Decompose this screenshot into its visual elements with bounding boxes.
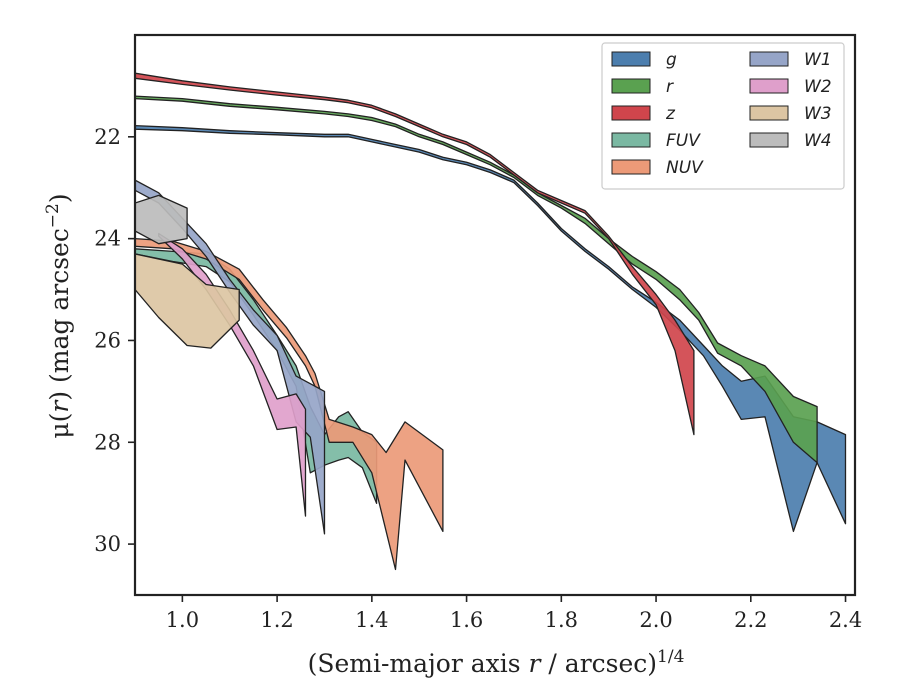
x-tick-label: 1.8 xyxy=(545,608,578,632)
x-axis-title-part-1: (Semi-major axis xyxy=(308,649,529,678)
y-axis-title-exponent: −2 xyxy=(43,203,63,228)
band-w1 xyxy=(135,179,326,535)
y-axis-title-variable: r xyxy=(45,399,74,413)
y-tick-label: 28 xyxy=(94,430,121,454)
band-w3 xyxy=(135,253,240,349)
y-tick-label: 24 xyxy=(94,227,121,251)
legend-label-g: g xyxy=(666,50,677,70)
legend-swatch-r xyxy=(611,78,651,94)
x-axis: 1.0 1.2 1.4 1.6 1.8 2.0 2.2 2.4 xyxy=(166,595,862,632)
y-axis-title-close: ) xyxy=(45,193,74,203)
x-tick-label: 1.6 xyxy=(450,608,483,632)
x-tick-label: 2.2 xyxy=(734,608,767,632)
profile-bands xyxy=(135,72,847,571)
y-tick-label: 26 xyxy=(94,328,121,352)
legend-swatch-w3 xyxy=(749,105,789,121)
plot-frame xyxy=(133,33,857,597)
legend-label-nuv: NUV xyxy=(666,158,704,178)
y-tick-label: 22 xyxy=(94,125,121,149)
band-r xyxy=(135,95,818,464)
x-tick-label: 1.2 xyxy=(260,608,293,632)
y-axis-title-symbol: μ( xyxy=(45,413,74,439)
x-axis-title-exponent: 1/4 xyxy=(657,647,684,667)
legend-swatch-g xyxy=(611,51,651,67)
x-axis-title-variable: r xyxy=(529,649,543,678)
legend-swatch-z xyxy=(611,105,651,121)
y-axis-title: μ(r) (mag arcsec−2) xyxy=(43,193,74,438)
x-axis-title-part-2: / arcsec) xyxy=(540,649,657,678)
x-tick-label: 1.0 xyxy=(166,608,199,632)
band-w4 xyxy=(135,194,188,245)
legend-swatch-w2 xyxy=(749,78,789,94)
legend-swatch-fuv xyxy=(611,132,651,148)
y-tick-label: 30 xyxy=(94,532,121,556)
legend: grz FUV NUV W1 W2 W3 W4 xyxy=(601,42,845,190)
x-tick-label: 1.4 xyxy=(355,608,388,632)
legend-label-w4: W4 xyxy=(804,131,832,151)
legend-label-z: z xyxy=(665,104,676,124)
legend-swatch-w4 xyxy=(749,132,789,148)
band-z xyxy=(135,72,695,436)
x-tick-label: 2.4 xyxy=(829,608,862,632)
legend-label-fuv: FUV xyxy=(666,131,701,151)
x-tick-label: 2.0 xyxy=(639,608,672,632)
legend-swatch-nuv xyxy=(611,159,651,175)
x-axis-title: (Semi-major axis r / arcsec)1/4 xyxy=(308,647,685,678)
legend-swatch-w1 xyxy=(749,51,789,67)
legend-label-w1: W1 xyxy=(804,50,832,70)
legend-label-w3: W3 xyxy=(804,104,832,124)
legend-label-r: r xyxy=(666,77,674,97)
y-axis: 22 24 26 28 30 xyxy=(94,125,135,556)
legend-label-w2: W2 xyxy=(804,77,832,97)
band-nuv xyxy=(135,237,444,571)
band-g xyxy=(135,124,847,533)
y-axis-title-units: ) (mag arcsec xyxy=(45,228,74,401)
